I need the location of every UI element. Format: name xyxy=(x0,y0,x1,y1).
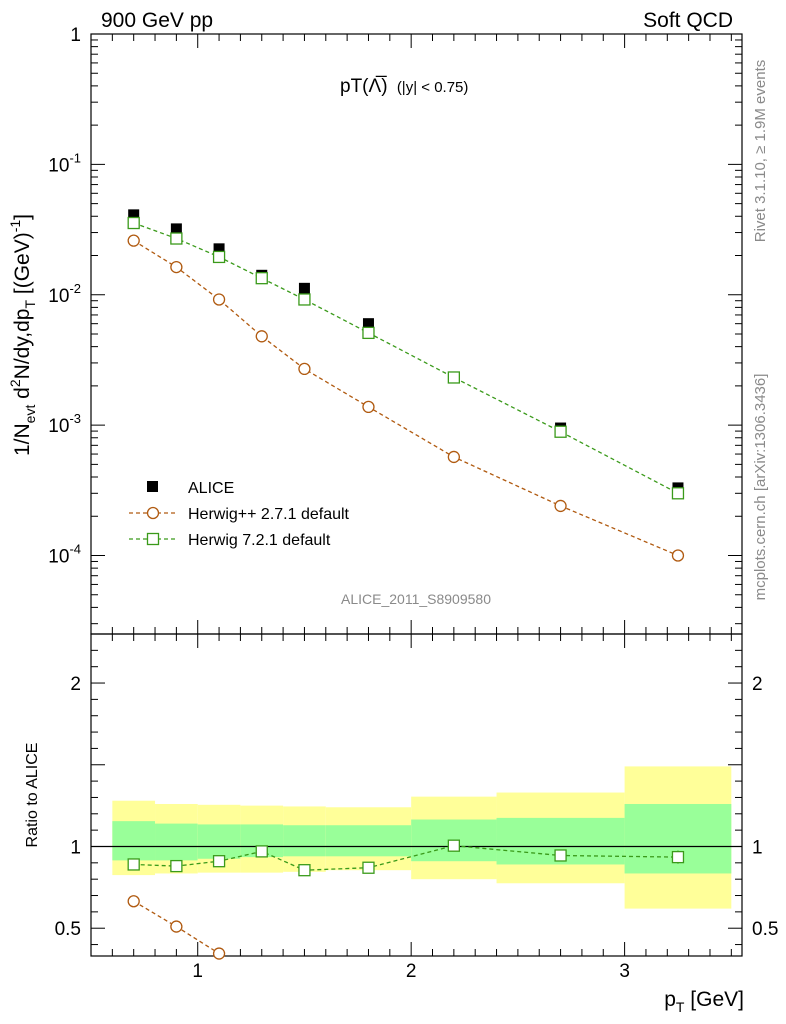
alice-point xyxy=(298,282,310,294)
x-axis-label: pT [GeV] xyxy=(664,988,744,1015)
ratio-herwig7-point xyxy=(671,850,685,864)
alice-point xyxy=(213,243,225,255)
herwigpp-point xyxy=(212,293,226,306)
legend-marker-hpp xyxy=(146,506,160,520)
band-inner xyxy=(155,823,198,861)
axis-ticks: 1 2 3 1 10-1 10-2 10-3 10-4 0.5 0.5 1 1 2 2 xyxy=(48,25,778,982)
y-tick-label: 10-1 xyxy=(48,150,81,176)
x-tick-label: 1 xyxy=(192,961,203,982)
band-inner xyxy=(283,825,326,857)
herwig7-point xyxy=(127,216,140,230)
ratio-herwig7-point xyxy=(170,859,183,873)
legend: ALICE Herwig++ 2.7.1 default Herwig 7.2.… xyxy=(129,480,350,549)
herwig7-point xyxy=(447,371,461,384)
legend-marker-alice xyxy=(147,481,158,492)
x-tick-label: 2 xyxy=(406,961,417,982)
herwig7-point xyxy=(362,326,375,340)
ratio-herwig7-point xyxy=(554,849,567,862)
y-tick-label: 10-3 xyxy=(48,411,81,437)
ratio-y-tick-label: 2 xyxy=(70,674,81,695)
ratio-y-tick-label-right: 2 xyxy=(752,674,763,695)
ratio-herwig7-point xyxy=(447,839,461,852)
ratio-y-tick-label-right: 0.5 xyxy=(752,919,778,940)
header-right: Soft QCD xyxy=(643,9,733,32)
ratio-herwig7-point xyxy=(298,864,311,877)
x-tick-label: 3 xyxy=(619,961,630,982)
ratio-y-tick-label-right: 1 xyxy=(752,837,763,858)
ratio-ylabel: Ratio to ALICE xyxy=(24,743,41,848)
ratio-herwig7-point xyxy=(362,861,375,874)
herwig7-point xyxy=(671,487,685,500)
herwigpp-point xyxy=(554,499,567,513)
herwig7-point xyxy=(298,293,311,306)
herwigpp-point xyxy=(255,330,268,343)
herwig7-point xyxy=(170,232,183,245)
ratio-y-tick-label: 0.5 xyxy=(55,919,81,940)
y-tick-label: 1 xyxy=(70,25,81,46)
ratio-herwig7-point xyxy=(127,858,140,871)
ratio-plot-frame xyxy=(90,633,743,957)
ratio-herwigpp-point xyxy=(212,947,226,960)
ratio-herwig7-point xyxy=(255,845,268,858)
rivet-label: Rivet 3.1.10, ≥ 1.9M events xyxy=(752,60,769,243)
ratio-uncertainty-bands xyxy=(112,766,732,909)
analysis-watermark: ALICE_2011_S8909580 xyxy=(341,591,491,607)
herwigpp-point xyxy=(671,549,685,562)
plot-title-cut: (|y| < 0.75) xyxy=(397,79,469,96)
herwigpp-point xyxy=(362,400,375,414)
herwig7-point xyxy=(212,250,226,264)
herwig7-line xyxy=(133,222,679,494)
legend-label-hpp: Herwig++ 2.7.1 default xyxy=(188,506,350,523)
legend-marker-h7 xyxy=(146,532,160,546)
alice-point xyxy=(170,223,182,235)
herwigpp-point xyxy=(170,260,183,274)
band-inner xyxy=(197,824,241,859)
legend-label-h7: Herwig 7.2.1 default xyxy=(188,532,331,549)
plot-title-main: pT(Λ̅) xyxy=(340,76,388,97)
ratio-herwigpp-point xyxy=(127,895,140,908)
y-tick-label: 10-2 xyxy=(48,281,81,307)
herwig7-point xyxy=(554,425,567,438)
series-layer xyxy=(91,209,742,960)
header-left: 900 GeV pp xyxy=(101,9,213,32)
herwigpp-point xyxy=(298,362,311,376)
mcplots-label: mcplots.cern.ch [arXiv:1306.3436] xyxy=(752,374,769,601)
legend-label-alice: ALICE xyxy=(188,480,234,497)
herwigpp-point xyxy=(127,234,140,247)
alice-point xyxy=(128,209,140,221)
band-inner xyxy=(112,821,156,861)
band-inner xyxy=(325,825,412,857)
ratio-herwig7-point xyxy=(212,855,226,868)
ratio-y-tick-label: 1 xyxy=(70,837,81,858)
y-tick-label: 10-4 xyxy=(48,542,81,568)
main-ylabel: 1/Nevt d2N/dy,dpT [(GeV)-1] xyxy=(7,214,38,456)
plot-title: pT(Λ̅) (|y| < 0.75) xyxy=(340,76,468,97)
herwigpp-point xyxy=(447,450,461,464)
herwig7-point xyxy=(255,272,268,285)
alice-point xyxy=(362,318,374,330)
ratio-herwigpp-point xyxy=(170,920,183,933)
